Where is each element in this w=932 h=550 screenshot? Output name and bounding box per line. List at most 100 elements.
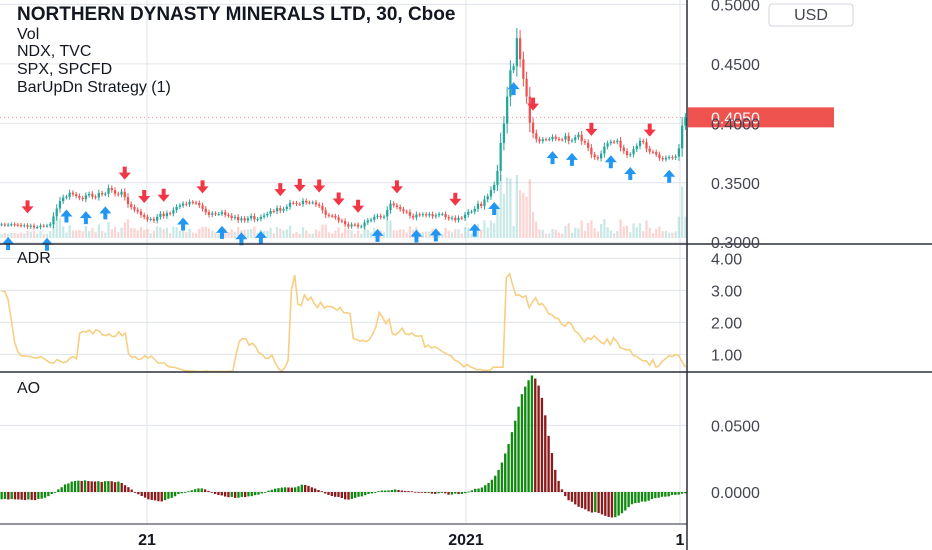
ao-bar — [80, 480, 83, 492]
candle-body — [632, 149, 635, 155]
candle-body — [363, 222, 366, 227]
volume-bar — [366, 229, 369, 238]
candle-body — [599, 153, 603, 159]
candle — [463, 211, 467, 221]
ao-bar — [587, 492, 590, 512]
candle-body — [3, 224, 6, 226]
candle — [629, 152, 632, 158]
candle — [593, 151, 596, 160]
ao-bar — [527, 380, 530, 492]
volume-bar — [541, 230, 544, 238]
candle — [327, 212, 331, 218]
ao-bar — [293, 487, 297, 492]
symbol-title[interactable]: NORTHERN DYNASTY MINERALS LTD, 30, Cboe — [17, 4, 455, 25]
volume-bar — [165, 227, 169, 238]
ao-bar — [183, 492, 187, 493]
candle — [191, 199, 194, 205]
candle — [373, 214, 376, 223]
candle-body — [437, 214, 441, 216]
volume-bar — [593, 228, 596, 238]
candle-body — [518, 38, 522, 60]
candle — [574, 134, 577, 143]
candle-body — [23, 225, 26, 227]
candle-body — [62, 197, 65, 202]
candle — [26, 223, 29, 229]
candle-body — [146, 217, 149, 220]
candle-body — [10, 224, 13, 226]
ao-bar — [67, 483, 70, 492]
adr-axis[interactable]: 1.00 2.00 3.00 4.00 — [711, 251, 742, 364]
legend-ndx[interactable]: NDX, TVC — [17, 43, 91, 60]
ao-bar — [424, 492, 427, 493]
volume-bar — [583, 230, 587, 238]
volume-bar — [444, 227, 447, 238]
price-candles[interactable] — [0, 28, 687, 230]
volume-bar — [65, 232, 68, 238]
volume-bar — [622, 226, 625, 238]
price-axis[interactable]: 0.3000 0.3500 0.4000 0.4500 0.5000 — [711, 0, 760, 252]
volume-bar — [596, 231, 600, 238]
ao-bar — [437, 492, 440, 494]
volume-bar — [518, 190, 522, 238]
candle — [188, 199, 191, 207]
candle — [587, 139, 590, 152]
volume-bar — [84, 226, 88, 238]
ao-bar — [157, 492, 160, 502]
ao-bar — [230, 492, 233, 497]
legend-strategy[interactable]: BarUpDn Strategy (1) — [17, 79, 171, 96]
candle-body — [389, 203, 392, 210]
candle — [81, 195, 84, 202]
adr-pane[interactable] — [1, 272, 687, 373]
legend-spx[interactable]: SPX, SPCFD — [17, 61, 112, 78]
candle-body — [211, 213, 214, 215]
legend-volume[interactable]: Vol — [17, 26, 39, 43]
volume-bar — [321, 224, 324, 238]
volume-bar — [421, 232, 425, 238]
ao-bar — [37, 492, 40, 499]
volume-bar — [143, 229, 146, 238]
volume-bar — [26, 231, 29, 238]
candle — [580, 131, 583, 145]
volume-bar — [168, 233, 172, 238]
candle — [596, 155, 600, 161]
candle — [94, 194, 97, 200]
candle — [0, 222, 3, 227]
candle-body — [331, 215, 334, 217]
ao-bar — [270, 489, 273, 492]
candle-body — [143, 214, 146, 218]
ao-bar — [507, 444, 510, 492]
ao-bar — [630, 492, 634, 505]
candle — [331, 213, 334, 218]
candle — [619, 136, 622, 152]
candle-body — [583, 141, 587, 143]
volume-bar — [110, 229, 113, 238]
volume-bar — [681, 186, 684, 238]
candle-body — [535, 133, 538, 140]
candle-body — [227, 214, 230, 216]
time-axis[interactable]: 21 2021 1 — [138, 532, 684, 549]
candle-body — [104, 193, 107, 195]
ao-tick-label: 0.0000 — [711, 485, 760, 502]
ao-bar — [60, 487, 63, 492]
candle — [457, 215, 460, 223]
volume-bar — [152, 230, 156, 238]
price-tick-label: 0.4500 — [711, 57, 760, 74]
ao-pane[interactable] — [0, 375, 687, 518]
volume-bar — [36, 233, 39, 238]
volume-bar — [0, 234, 3, 238]
candle-body — [625, 151, 629, 156]
ao-axis[interactable]: 0.0000 0.0500 — [711, 418, 760, 502]
candle-body — [334, 215, 337, 218]
currency-button[interactable]: USD — [768, 3, 854, 27]
candle — [301, 198, 305, 207]
ao-bar — [257, 492, 260, 495]
candle-body — [638, 140, 642, 147]
volume-bar — [207, 228, 211, 238]
ao-bar — [477, 488, 480, 492]
candle-body — [301, 200, 305, 205]
candle-body — [434, 215, 437, 217]
ao-bar — [354, 492, 357, 498]
candle — [583, 138, 587, 145]
volume-bar — [353, 233, 356, 238]
